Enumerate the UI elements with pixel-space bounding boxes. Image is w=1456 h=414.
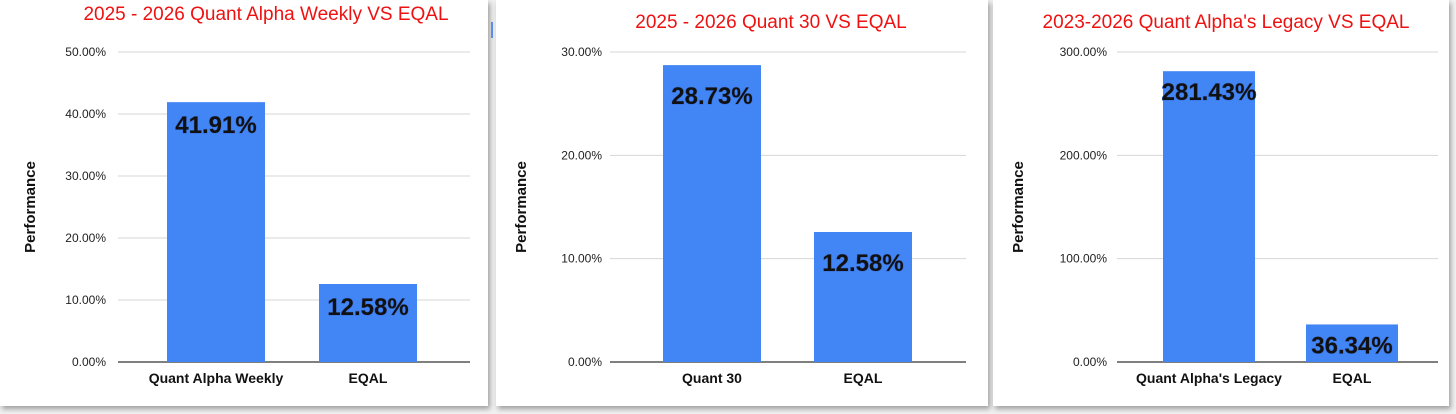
bar: [663, 65, 761, 362]
bar-chart-quant-alpha-weekly: 2025 - 2026 Quant Alpha Weekly VS EQAL 0.…: [22, 4, 470, 386]
bar-chart-quant-30: 2025 - 2026 Quant 30 VS EQAL 0.00% 10.00% 2…: [513, 12, 966, 386]
x-category-label: Quant Alpha Weekly: [149, 370, 284, 386]
chart-title: 2025 - 2026 Quant 30 VS EQAL: [635, 12, 906, 33]
bar: [319, 284, 417, 362]
y-tick-label: 300.00%: [1060, 45, 1108, 59]
bar-data-label: 12.58%: [822, 250, 903, 277]
y-tick-label: 0.00%: [72, 355, 106, 369]
bar-data-label: 36.34%: [1311, 332, 1392, 359]
bar: [1306, 324, 1398, 362]
x-category-label: EQAL: [844, 370, 883, 386]
chart-panel-quant-30: 2025 - 2026 Quant 30 VS EQAL 0.00% 10.00% 2…: [496, 0, 988, 406]
y-tick-label: 10.00%: [65, 293, 106, 307]
x-category-label: Quant 30: [682, 370, 742, 386]
bar: [1163, 71, 1255, 363]
y-tick-label: 30.00%: [561, 45, 602, 59]
y-tick-label: 20.00%: [561, 148, 602, 162]
x-category-label: EQAL: [1333, 370, 1372, 386]
bar-data-label: 28.73%: [671, 83, 752, 110]
y-tick-label: 0.00%: [568, 355, 602, 369]
bar-data-label: 12.58%: [327, 294, 408, 321]
y-axis-label: Performance: [513, 161, 530, 253]
bar-chart-quant-alpha-legacy: 2023-2026 Quant Alpha's Legacy VS EQAL 0.…: [1010, 12, 1438, 386]
y-tick-label: 200.00%: [1060, 148, 1108, 162]
y-tick-label: 20.00%: [65, 231, 106, 245]
chart-title: 2023-2026 Quant Alpha's Legacy VS EQAL: [1043, 12, 1410, 33]
chart-panel-quant-alpha-legacy: 2023-2026 Quant Alpha's Legacy VS EQAL 0.…: [993, 0, 1449, 406]
y-tick-label: 100.00%: [1060, 252, 1108, 266]
y-axis-label: Performance: [1010, 161, 1027, 253]
chart-panel-quant-alpha-weekly: 2025 - 2026 Quant Alpha Weekly VS EQAL 0.…: [0, 0, 488, 406]
bar-data-label: 41.91%: [175, 112, 256, 139]
bar: [167, 102, 265, 363]
bar-data-label: 281.43%: [1162, 79, 1257, 106]
x-category-label: Quant Alpha's Legacy: [1136, 370, 1282, 386]
divider-mark: [491, 22, 493, 38]
y-tick-label: 40.00%: [65, 107, 106, 121]
x-category-label: EQAL: [349, 370, 388, 386]
y-tick-label: 0.00%: [1073, 355, 1107, 369]
y-axis-label: Performance: [22, 161, 39, 253]
y-tick-label: 50.00%: [65, 45, 106, 59]
y-tick-label: 30.00%: [65, 169, 106, 183]
bar: [814, 232, 912, 362]
y-tick-label: 10.00%: [561, 252, 602, 266]
chart-title: 2025 - 2026 Quant Alpha Weekly VS EQAL: [83, 4, 448, 25]
